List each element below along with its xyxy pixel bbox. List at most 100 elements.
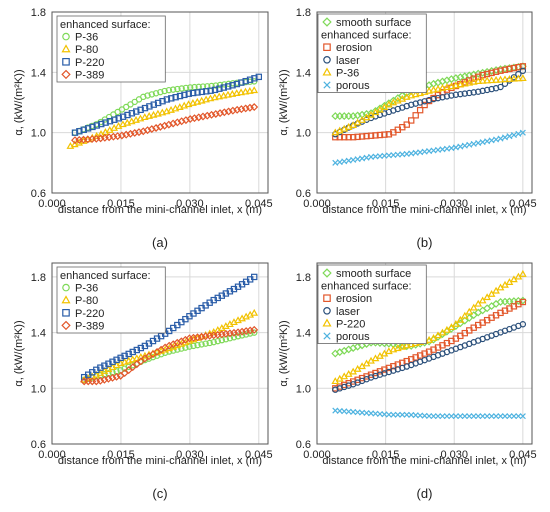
legend-entry: P-220 (336, 318, 365, 330)
data-point (448, 92, 455, 99)
x-tick-label: 0.045 (245, 198, 273, 210)
data-point (402, 341, 411, 349)
y-tick-label: 0.6 (31, 188, 46, 200)
data-point (434, 413, 442, 420)
x-tick-label: 0.015 (372, 198, 400, 210)
data-point (519, 298, 527, 306)
data-point (457, 90, 464, 98)
plot-frame (316, 262, 533, 445)
legend-entry: P-220 (75, 308, 104, 320)
data-point (461, 413, 468, 420)
data-point (466, 77, 473, 84)
data-point (475, 413, 482, 420)
data-point (390, 363, 397, 370)
y-tick-label: 1.0 (296, 383, 311, 395)
y-tick-label: 1.4 (296, 67, 311, 79)
panel-label: (c) (152, 486, 167, 501)
data-point (466, 141, 473, 148)
data-point (385, 131, 393, 138)
y-tick-label: 1.0 (31, 128, 46, 140)
data-point (207, 87, 214, 94)
legend-marker-icon (322, 268, 332, 278)
legend-title: enhanced surface: (60, 19, 151, 31)
data-point (203, 88, 210, 95)
data-point (519, 67, 527, 75)
data-point (510, 131, 517, 139)
data-point (496, 75, 505, 83)
data-point (137, 106, 144, 114)
data-point (250, 308, 259, 316)
data-point (97, 364, 104, 371)
data-point (394, 411, 401, 418)
x-tick-label: 0.015 (107, 449, 135, 461)
data-point (407, 340, 416, 348)
data-point (341, 158, 348, 165)
chart-panel-3: 0.000 0.015 0.030 0.045 0.6 1.0 1.4 1.8 distance… (13, 262, 273, 501)
data-point (479, 139, 486, 146)
data-point (341, 133, 348, 141)
legend-marker-icon (323, 332, 331, 340)
legend-box (56, 15, 166, 83)
legend-marker-icon (322, 17, 332, 27)
data-point (255, 73, 263, 81)
data-point (161, 87, 168, 95)
data-point (426, 412, 433, 420)
data-point (457, 413, 464, 420)
data-point (385, 364, 393, 372)
legend-marker-icon (322, 67, 332, 76)
data-point (180, 101, 189, 109)
legend-title: enhanced surface: (321, 30, 412, 42)
data-point (393, 344, 402, 352)
data-point (447, 82, 456, 90)
series-laser (332, 67, 527, 138)
series-p-389 (80, 325, 259, 386)
data-point (171, 104, 180, 112)
plot-frame (51, 262, 269, 445)
data-point (202, 95, 210, 103)
data-point (178, 85, 185, 92)
chart-panel-2: 0.000 0.015 0.030 0.045 0.6 1.0 1.4 1.8 distance… (278, 7, 537, 250)
legend-entry: laser (336, 55, 360, 67)
data-point (117, 354, 124, 362)
data-point (359, 155, 366, 162)
data-point (336, 159, 343, 166)
series-erosion (332, 298, 527, 392)
data-point (456, 315, 465, 323)
plot-frame (51, 11, 269, 194)
data-point (479, 87, 486, 95)
data-point (71, 129, 79, 136)
data-point (443, 83, 451, 91)
data-point (430, 413, 437, 420)
data-point (154, 99, 162, 107)
data-point (505, 75, 514, 82)
data-point (206, 94, 215, 102)
legend-entry: P-389 (75, 69, 104, 81)
panel-label: (b) (417, 235, 433, 250)
data-point (149, 110, 158, 118)
panel-label: (d) (417, 486, 433, 501)
data-point (238, 332, 246, 339)
data-point (175, 103, 184, 110)
data-point (210, 338, 217, 346)
data-point (119, 120, 127, 128)
legend-box (56, 266, 166, 334)
data-point (152, 90, 160, 97)
legend-marker-icon (62, 32, 70, 41)
data-point (129, 348, 136, 356)
data-point (363, 132, 370, 140)
data-point (341, 381, 348, 389)
data-point (181, 91, 188, 99)
data-point (246, 76, 254, 83)
data-point (242, 77, 249, 85)
data-point (389, 345, 398, 353)
data-point (96, 376, 105, 385)
data-point (139, 127, 148, 136)
legend-marker-icon (62, 283, 70, 292)
data-point (80, 126, 87, 133)
data-point (430, 95, 437, 103)
data-point (367, 132, 375, 139)
series-p-220 (71, 73, 263, 136)
